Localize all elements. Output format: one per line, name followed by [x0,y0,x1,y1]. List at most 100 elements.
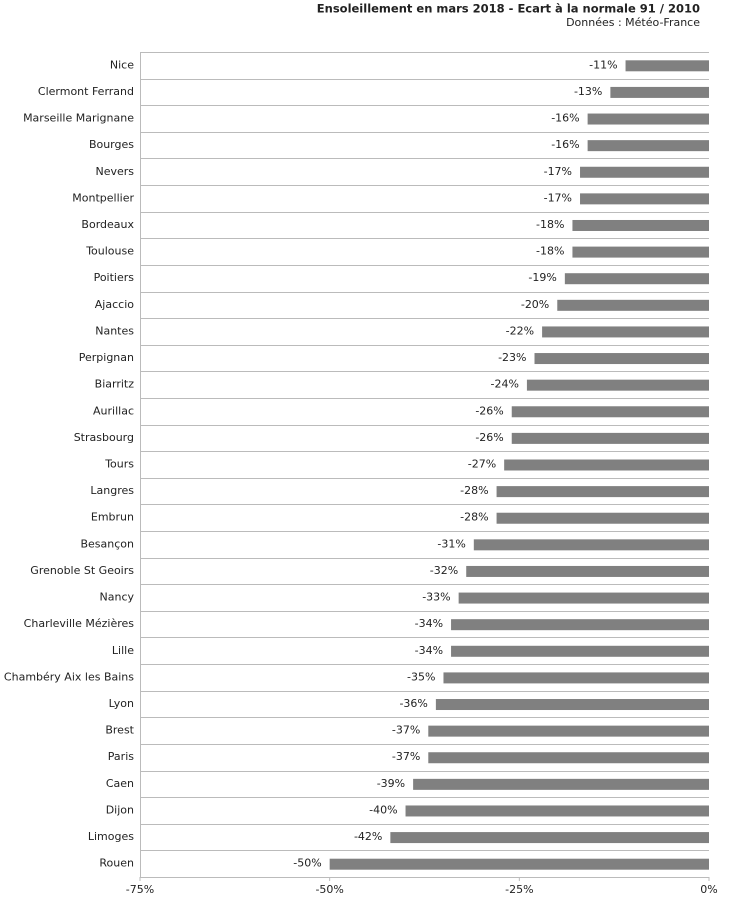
value-label: -33% [422,591,450,604]
value-label: -36% [399,697,427,710]
bar [428,725,709,737]
value-label: -34% [415,617,443,630]
value-label: -28% [460,484,488,497]
y-tick-label: Langres [90,484,134,497]
bar [458,592,709,604]
bar [496,512,709,524]
x-tick-label: -75% [126,883,154,896]
value-label: -39% [377,777,405,790]
value-label: -42% [354,830,382,843]
value-label: -16% [551,112,579,125]
bar [557,299,709,311]
y-tick-label: Nevers [95,165,134,178]
bar [466,565,709,577]
value-label: -32% [430,564,458,577]
value-label: -18% [536,245,564,258]
chart-title: Ensoleillement en mars 2018 - Ecart à la… [317,2,700,16]
y-tick-label: Paris [108,750,134,763]
bar [435,699,709,711]
y-tick-label: Nice [110,58,134,71]
bar [504,459,709,471]
y-tick-label: Bordeaux [81,218,134,231]
value-label: -23% [498,351,526,364]
value-label: -37% [392,724,420,737]
bar [496,486,709,498]
value-label: -13% [574,85,602,98]
bar [473,539,709,551]
value-label: -50% [293,857,321,870]
value-label: -16% [551,138,579,151]
bar [564,273,709,285]
value-label: -11% [589,58,617,71]
y-tick-label: Charleville Mézières [24,617,135,630]
bar [572,246,709,258]
y-tick-label: Limoges [88,830,134,843]
y-tick-label: Besançon [80,537,134,550]
chart-subtitle: Données : Météo-France [566,16,700,29]
bar [526,379,709,391]
bar [451,619,709,631]
value-label: -31% [437,537,465,550]
y-tick-label: Biarritz [95,378,135,391]
value-label: -35% [407,670,435,683]
x-tick-label: -25% [505,883,533,896]
bar [511,406,709,418]
bar [625,60,709,72]
value-label: -19% [528,271,556,284]
y-tick-label: Caen [106,777,134,790]
bar [511,432,709,444]
y-tick-label: Bourges [89,138,134,151]
y-tick-label: Perpignan [79,351,134,364]
value-label: -20% [521,298,549,311]
value-label: -24% [490,378,518,391]
y-tick-label: Ajaccio [95,298,134,311]
y-tick-label: Montpellier [72,191,134,204]
bar [580,166,709,178]
y-tick-label: Lyon [109,697,134,710]
bar [443,672,709,684]
y-tick-label: Toulouse [85,245,134,258]
bar [587,140,709,152]
bar [451,645,709,657]
bar [610,86,709,98]
value-label: -18% [536,218,564,231]
value-label: -17% [544,165,572,178]
bar [413,778,709,790]
y-tick-label: Strasbourg [74,431,134,444]
value-label: -22% [506,324,534,337]
y-tick-label: Embrun [91,511,134,524]
y-tick-label: Rouen [99,857,134,870]
y-tick-label: Brest [105,724,134,737]
y-tick-label: Dijon [106,803,134,816]
y-tick-label: Poitiers [94,271,135,284]
y-tick-label: Nantes [95,324,134,337]
y-tick-label: Clermont Ferrand [38,85,134,98]
y-tick-label: Chambéry Aix les Bains [4,670,134,683]
y-tick-label: Grenoble St Geoirs [30,564,134,577]
value-label: -37% [392,750,420,763]
bar [405,805,709,817]
x-tick-label: 0% [700,883,717,896]
bar [428,752,709,764]
y-tick-label: Tours [104,458,134,471]
y-tick-label: Marseille Marignane [23,112,134,125]
y-tick-label: Aurillac [93,404,134,417]
bar [587,113,709,125]
bar [390,832,709,844]
x-tick-label: -50% [315,883,343,896]
bar [534,353,709,365]
value-label: -17% [544,191,572,204]
y-tick-label: Nancy [100,591,135,604]
bar [572,219,709,231]
y-tick-label: Lille [112,644,134,657]
bar [542,326,709,338]
value-label: -40% [369,803,397,816]
value-label: -26% [475,404,503,417]
bar [329,858,709,870]
value-label: -28% [460,511,488,524]
bar [580,193,709,205]
value-label: -26% [475,431,503,444]
value-label: -34% [415,644,443,657]
value-label: -27% [468,458,496,471]
